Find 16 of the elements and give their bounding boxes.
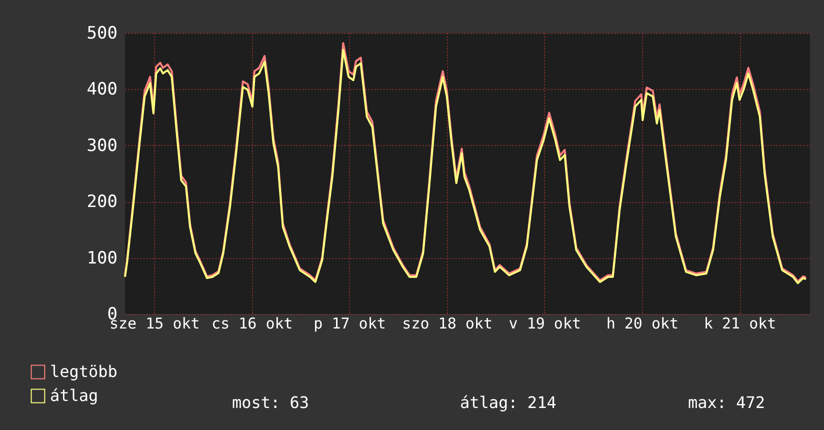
- y-tick-label: 300: [86, 136, 118, 156]
- x-tick-label: p 17 okt: [314, 314, 386, 332]
- text: most: 63: [232, 393, 310, 412]
- x-tick-label: h 20 okt: [606, 314, 679, 332]
- x-tick-label: cs 16 okt: [212, 314, 293, 332]
- x-tick-label: szo 18 okt: [402, 314, 492, 332]
- legend-label: legtöbb: [50, 362, 118, 381]
- y-tick-label: 200: [86, 192, 118, 212]
- text: átlag: 214: [460, 393, 556, 412]
- legend-label: átlag: [50, 386, 98, 405]
- x-tick-label: v 19 okt: [508, 314, 582, 332]
- text: max: 472: [688, 393, 766, 412]
- y-tick-label: 500: [86, 24, 118, 44]
- y-tick-label: 100: [86, 248, 118, 268]
- x-tick-label: k 21 okt: [704, 314, 776, 332]
- y-tick-label: 400: [86, 80, 118, 100]
